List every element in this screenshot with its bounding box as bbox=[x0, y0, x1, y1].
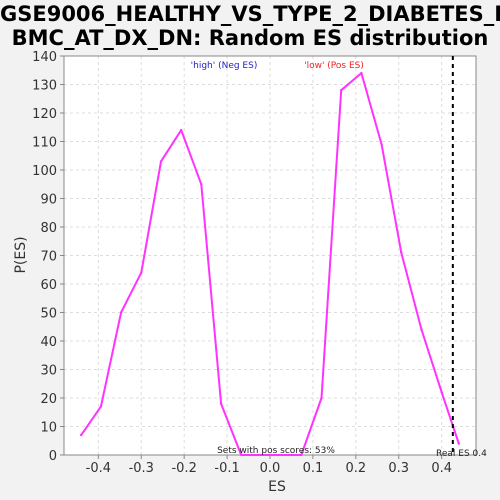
y-tick-label: 130 bbox=[32, 79, 57, 94]
data-point bbox=[360, 71, 363, 75]
data-point bbox=[140, 271, 143, 274]
sets-pos-scores-label: Sets with pos scores: 53% bbox=[217, 446, 335, 456]
x-tick-label: 0.0 bbox=[260, 461, 281, 476]
data-point bbox=[99, 405, 103, 408]
data-point bbox=[200, 183, 203, 186]
data-point bbox=[119, 311, 123, 314]
real-es-label: Real ES 0.4 bbox=[436, 449, 487, 459]
data-point bbox=[457, 442, 461, 445]
y-tick-label: 100 bbox=[32, 164, 57, 179]
x-tick-label: -0.1 bbox=[214, 461, 239, 476]
x-tick-label: -0.2 bbox=[171, 461, 196, 476]
data-point bbox=[380, 143, 383, 146]
data-point bbox=[440, 391, 443, 394]
y-axis-label: P(ES) bbox=[13, 236, 29, 273]
data-point bbox=[79, 433, 83, 437]
y-tick-label: 60 bbox=[40, 278, 57, 293]
y-tick-label: 90 bbox=[40, 193, 57, 208]
x-axis-label: ES bbox=[268, 479, 286, 495]
series-layer bbox=[79, 71, 461, 457]
y-tick-label: 110 bbox=[32, 136, 57, 151]
x-tick-label: 0.4 bbox=[431, 461, 452, 476]
chart-title-line-2: BMC_AT_DX_DN: Random ES distribution bbox=[11, 26, 489, 50]
neg-es-label: 'high' (Neg ES) bbox=[191, 61, 258, 71]
y-tick-label: 120 bbox=[32, 107, 57, 122]
x-tick-label: 0.3 bbox=[388, 461, 409, 476]
y-tick-label: 20 bbox=[40, 392, 57, 407]
data-point bbox=[320, 396, 323, 400]
chart-title-line-1: GSE9006_HEALTHY_VS_TYPE_2_DIABETES_P bbox=[0, 2, 500, 26]
y-tick-label: 80 bbox=[40, 221, 57, 236]
y-tick-label: 40 bbox=[40, 335, 57, 350]
pos-es-label: 'low' (Pos ES) bbox=[304, 61, 364, 71]
y-tick-label: 70 bbox=[40, 250, 57, 265]
data-point bbox=[400, 251, 403, 254]
data-point bbox=[179, 128, 183, 132]
y-tick-label: 50 bbox=[40, 307, 57, 322]
data-point bbox=[340, 89, 343, 92]
y-tick-label: 140 bbox=[32, 50, 57, 65]
x-tick-label: -0.4 bbox=[86, 461, 111, 476]
es-distribution-line bbox=[80, 72, 460, 456]
axis-layer: 0 10 20 30 40 50 60 70 80 90 100 110 120 130 140 -0.4 -0… bbox=[32, 50, 452, 476]
y-tick-label: 10 bbox=[40, 421, 57, 436]
data-point bbox=[159, 160, 163, 163]
y-tick-label: 0 bbox=[49, 449, 57, 464]
y-tick-label: 30 bbox=[40, 364, 57, 379]
grid-layer bbox=[64, 55, 476, 456]
x-tick-label: -0.3 bbox=[129, 461, 154, 476]
x-tick-label: 0.1 bbox=[303, 461, 324, 476]
data-point bbox=[240, 453, 243, 457]
data-point bbox=[300, 453, 303, 457]
x-tick-label: 0.2 bbox=[345, 461, 366, 476]
data-point bbox=[219, 402, 223, 405]
data-point bbox=[420, 328, 423, 331]
